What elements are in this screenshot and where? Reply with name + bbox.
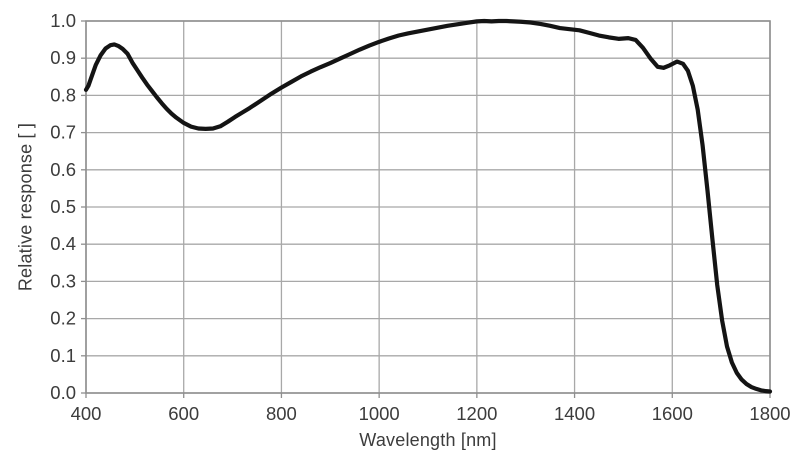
y-tick-label: 0.5: [50, 196, 76, 217]
y-tick-label: 0.4: [50, 233, 76, 254]
y-tick-label: 0.8: [50, 84, 76, 105]
x-tick-label: 1200: [456, 403, 497, 424]
x-tick-label: 1600: [652, 403, 693, 424]
x-tick-label: 1400: [554, 403, 595, 424]
y-tick-label: 0.1: [50, 345, 76, 366]
y-tick-label: 0.3: [50, 270, 76, 291]
x-tick-label: 400: [71, 403, 102, 424]
y-tick-label: 0.2: [50, 308, 76, 329]
x-tick-label: 600: [168, 403, 199, 424]
x-tick-label: 1800: [749, 403, 790, 424]
y-tick-label: 0.9: [50, 47, 76, 68]
x-tick-label: 1000: [359, 403, 400, 424]
response-curve: [83, 18, 773, 394]
x-tick-label: 800: [266, 403, 297, 424]
y-tick-label: 0.0: [50, 382, 76, 403]
y-tick-label: 0.6: [50, 159, 76, 180]
y-tick-label: 1.0: [50, 10, 76, 31]
y-tick-label: 0.7: [50, 122, 76, 143]
x-axis-title: Wavelength [nm]: [359, 430, 497, 450]
y-axis-title: Relative response [ ]: [15, 122, 36, 292]
